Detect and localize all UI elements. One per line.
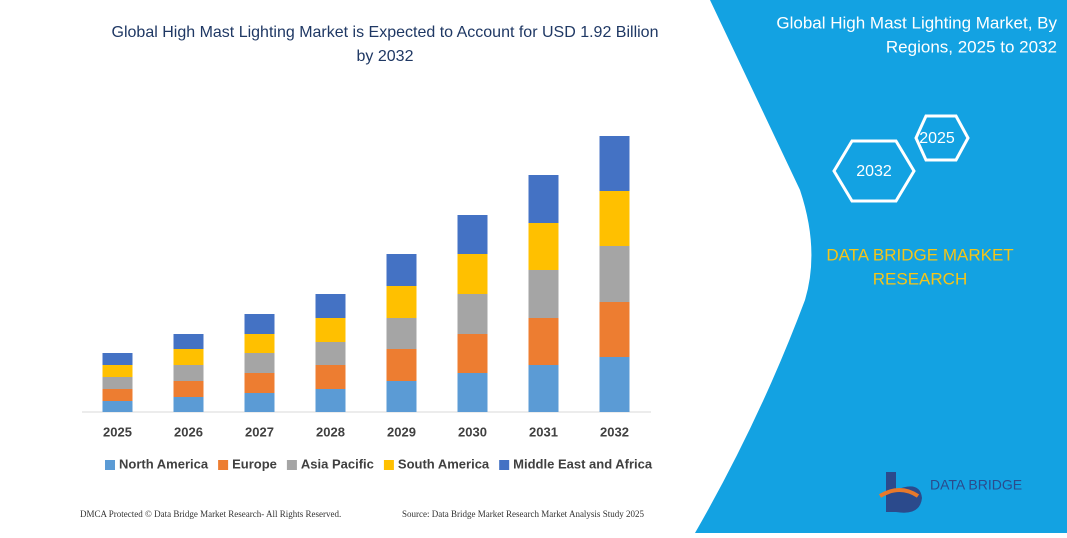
x-tick-label: 2028	[316, 424, 345, 439]
bar-segment	[315, 294, 346, 318]
bar-segment	[102, 401, 133, 412]
bar-segment	[386, 349, 417, 381]
bar-segment	[457, 294, 488, 334]
x-tick-label: 2026	[174, 424, 203, 439]
bar-segment	[315, 318, 346, 342]
bar-segment	[386, 381, 417, 412]
legend-label: Europe	[232, 456, 277, 471]
legend-label: Middle East and Africa	[513, 456, 653, 471]
brand-text: DATA BRIDGE MARKET	[826, 245, 1013, 264]
bar-segment	[386, 318, 417, 349]
bar-segment	[173, 334, 204, 349]
bar-segment	[599, 136, 630, 191]
bar-segment	[386, 254, 417, 286]
bar-segment	[173, 349, 204, 365]
x-tick-label: 2030	[458, 424, 487, 439]
panel-title: Global High Mast Lighting Market, By	[776, 13, 1057, 32]
bar-segment	[102, 365, 133, 377]
legend-label: Asia Pacific	[301, 456, 374, 471]
bar-segment	[457, 215, 488, 254]
bar-segment	[457, 373, 488, 412]
legend-swatch	[286, 460, 297, 470]
bar-segment	[173, 397, 204, 412]
legend-swatch	[499, 460, 510, 470]
bar-segment	[244, 353, 275, 373]
chart-title: Global High Mast Lighting Market is Expe…	[112, 24, 659, 65]
bar-segment	[102, 377, 133, 389]
bar-segment	[102, 353, 133, 365]
bar-segment	[315, 342, 346, 365]
x-tick-label: 2025	[103, 424, 132, 439]
bar-segment	[457, 254, 488, 294]
legend-label: North America	[119, 456, 209, 471]
footer-left: DMCA Protected © Data Bridge Market Rese…	[80, 509, 341, 519]
bar-segment	[173, 365, 204, 381]
bar-segment	[528, 365, 559, 412]
legend-label: South America	[398, 456, 490, 471]
legend-swatch	[105, 460, 115, 470]
side-panel	[695, 0, 1067, 533]
brand-text: RESEARCH	[873, 269, 967, 288]
x-tick-label: 2032	[600, 424, 629, 439]
bar-segment	[244, 393, 275, 412]
bar-segment	[244, 314, 275, 334]
bar-segment	[599, 302, 630, 357]
footer-right: Source: Data Bridge Market Research Mark…	[402, 509, 644, 519]
legend-swatch	[383, 460, 394, 470]
panel-title: Regions, 2025 to 2032	[886, 37, 1057, 56]
logo-swoosh	[878, 488, 920, 498]
bar-segment	[244, 334, 275, 353]
hexagon	[914, 114, 970, 162]
bar-segment	[528, 223, 559, 270]
bar-segment	[528, 175, 559, 223]
bar-segment	[244, 373, 275, 393]
bar-segment	[102, 389, 133, 401]
bar-segment	[599, 191, 630, 246]
bar-segment	[528, 318, 559, 365]
hexagon	[832, 139, 916, 203]
bar-segment	[315, 389, 346, 412]
bar-segment	[386, 286, 417, 318]
bar-segment	[457, 334, 488, 373]
bar-segment	[315, 365, 346, 389]
logo: DATA BRIDGE	[878, 472, 1022, 513]
bar-segment	[599, 357, 630, 412]
hex-label: 2032	[856, 163, 892, 180]
logo-text: DATA BRIDGE	[930, 477, 1022, 493]
hex-label: 2025	[919, 130, 955, 147]
x-tick-label: 2031	[529, 424, 558, 439]
bar-segment	[599, 246, 630, 302]
legend-swatch	[218, 460, 229, 470]
bar-segment	[528, 270, 559, 318]
x-tick-label: 2029	[387, 424, 416, 439]
x-tick-label: 2027	[245, 424, 274, 439]
bar-segment	[173, 381, 204, 397]
